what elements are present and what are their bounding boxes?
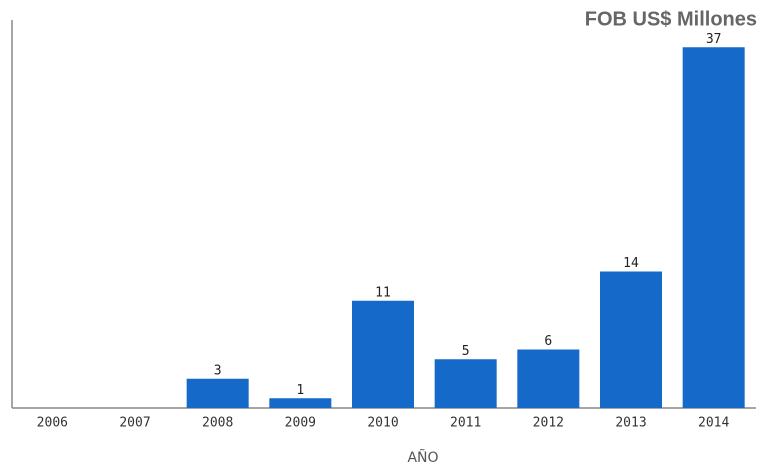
bar bbox=[600, 271, 662, 408]
x-tick-label: 2010 bbox=[367, 416, 398, 431]
bar bbox=[352, 300, 414, 408]
x-tick-label: 2009 bbox=[285, 416, 316, 431]
bar bbox=[434, 359, 497, 408]
bar bbox=[269, 398, 332, 408]
data-label: 6 bbox=[544, 334, 552, 349]
data-label: 37 bbox=[706, 32, 722, 47]
x-tick-label: 2012 bbox=[533, 416, 564, 431]
x-tick-label: 2008 bbox=[202, 416, 233, 431]
data-label: 5 bbox=[462, 344, 470, 359]
x-tick-label: 2011 bbox=[450, 416, 481, 431]
x-tick-label: 2014 bbox=[698, 416, 729, 431]
x-axis-label: AÑO bbox=[407, 449, 438, 466]
bar bbox=[517, 349, 580, 408]
data-label: 11 bbox=[375, 285, 391, 300]
x-tick-label: 2006 bbox=[37, 416, 68, 431]
bar bbox=[682, 47, 745, 408]
data-label: 3 bbox=[214, 363, 222, 378]
data-label: 14 bbox=[623, 256, 639, 271]
x-tick-label: 2007 bbox=[119, 416, 150, 431]
chart-title: FOB US$ Millones bbox=[585, 8, 757, 30]
x-tick-label: 2013 bbox=[615, 416, 646, 431]
bar bbox=[186, 378, 249, 408]
data-label: 1 bbox=[296, 383, 304, 398]
